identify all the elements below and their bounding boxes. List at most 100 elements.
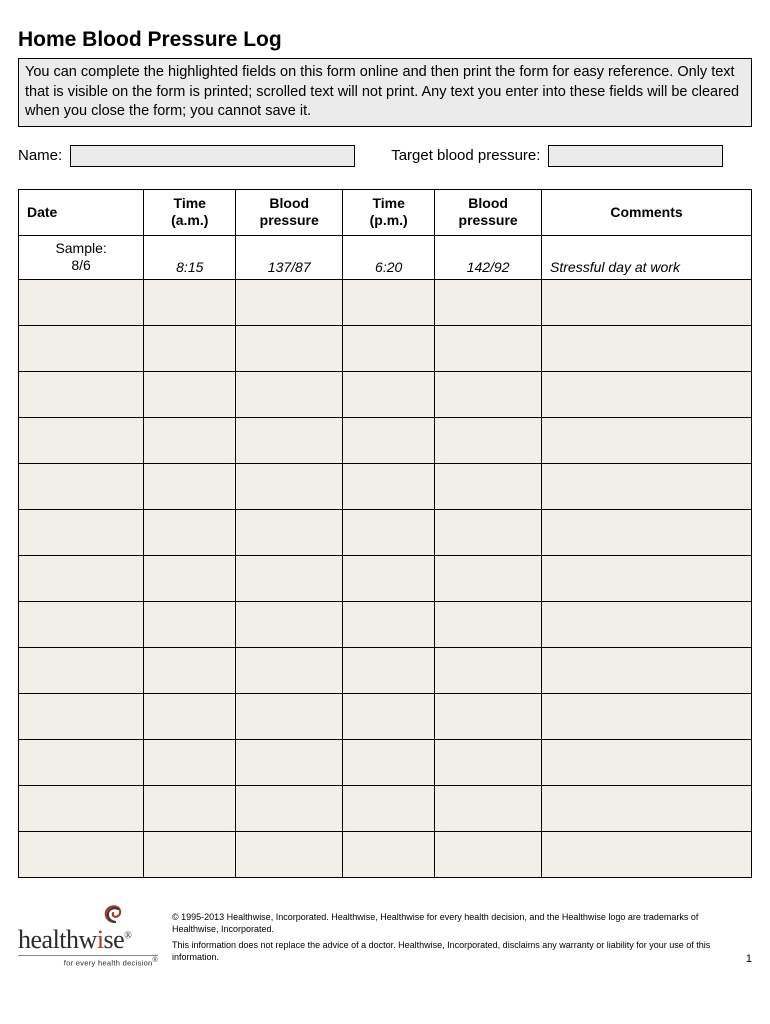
table-cell[interactable] [19, 785, 144, 831]
table-cell[interactable] [542, 555, 752, 601]
table-cell[interactable] [144, 279, 236, 325]
table-cell[interactable] [144, 739, 236, 785]
table-cell[interactable] [236, 647, 343, 693]
table-cell[interactable] [343, 555, 435, 601]
table-cell[interactable] [435, 371, 542, 417]
table-cell[interactable] [542, 325, 752, 371]
table-cell[interactable] [343, 371, 435, 417]
table-cell[interactable] [542, 831, 752, 877]
table-row[interactable] [19, 371, 752, 417]
table-row[interactable] [19, 555, 752, 601]
table-row[interactable] [19, 463, 752, 509]
table-cell[interactable] [19, 279, 144, 325]
table-cell[interactable] [144, 417, 236, 463]
table-cell[interactable] [343, 831, 435, 877]
table-cell[interactable] [435, 739, 542, 785]
table-cell[interactable] [542, 739, 752, 785]
table-cell[interactable] [19, 555, 144, 601]
table-cell[interactable] [542, 371, 752, 417]
table-cell[interactable] [19, 831, 144, 877]
table-cell[interactable] [343, 325, 435, 371]
table-cell[interactable] [542, 463, 752, 509]
table-row[interactable] [19, 601, 752, 647]
table-cell[interactable] [435, 509, 542, 555]
table-cell[interactable] [435, 555, 542, 601]
table-cell[interactable] [343, 509, 435, 555]
table-cell[interactable] [144, 325, 236, 371]
table-cell[interactable] [144, 463, 236, 509]
table-cell[interactable] [435, 831, 542, 877]
table-row[interactable] [19, 693, 752, 739]
table-row[interactable] [19, 739, 752, 785]
table-cell[interactable] [236, 555, 343, 601]
table-cell[interactable] [236, 785, 343, 831]
table-cell[interactable] [144, 371, 236, 417]
table-cell[interactable] [144, 785, 236, 831]
table-row[interactable] [19, 509, 752, 555]
table-cell[interactable] [435, 279, 542, 325]
table-cell[interactable] [542, 417, 752, 463]
table-cell[interactable] [236, 417, 343, 463]
name-input[interactable] [70, 145, 355, 167]
table-cell[interactable] [19, 325, 144, 371]
target-bp-input[interactable] [548, 145, 723, 167]
table-cell[interactable] [144, 601, 236, 647]
table-cell[interactable] [144, 509, 236, 555]
table-cell[interactable] [343, 279, 435, 325]
table-row[interactable] [19, 325, 752, 371]
table-cell[interactable] [542, 509, 752, 555]
table-cell[interactable] [435, 325, 542, 371]
table-cell[interactable] [343, 693, 435, 739]
table-cell[interactable] [144, 555, 236, 601]
footer-text: © 1995-2013 Healthwise, Incorporated. He… [172, 911, 728, 968]
table-cell[interactable] [343, 601, 435, 647]
logo-tagline: for every health decision® [18, 955, 158, 968]
table-row[interactable] [19, 417, 752, 463]
table-row[interactable] [19, 647, 752, 693]
table-cell[interactable] [236, 463, 343, 509]
col-time-pm: Time(p.m.) [343, 189, 435, 235]
table-cell[interactable] [236, 509, 343, 555]
sample-comments: Stressful day at work [542, 235, 752, 279]
table-cell[interactable] [542, 693, 752, 739]
table-cell[interactable] [236, 739, 343, 785]
table-cell[interactable] [19, 371, 144, 417]
table-cell[interactable] [542, 601, 752, 647]
table-cell[interactable] [236, 279, 343, 325]
table-cell[interactable] [144, 693, 236, 739]
table-cell[interactable] [19, 647, 144, 693]
table-cell[interactable] [236, 325, 343, 371]
table-cell[interactable] [343, 647, 435, 693]
table-cell[interactable] [343, 785, 435, 831]
table-cell[interactable] [343, 463, 435, 509]
table-cell[interactable] [144, 831, 236, 877]
table-cell[interactable] [19, 509, 144, 555]
table-cell[interactable] [236, 693, 343, 739]
table-cell[interactable] [435, 693, 542, 739]
table-cell[interactable] [144, 647, 236, 693]
table-cell[interactable] [236, 601, 343, 647]
table-cell[interactable] [19, 601, 144, 647]
table-cell[interactable] [542, 785, 752, 831]
table-cell[interactable] [236, 371, 343, 417]
table-cell[interactable] [542, 647, 752, 693]
table-cell[interactable] [19, 417, 144, 463]
sample-row: Sample:8/6 8:15 137/87 6:20 142/92 Stres… [19, 235, 752, 279]
table-row[interactable] [19, 279, 752, 325]
table-cell[interactable] [435, 785, 542, 831]
table-row[interactable] [19, 785, 752, 831]
table-row[interactable] [19, 831, 752, 877]
table-cell[interactable] [19, 693, 144, 739]
table-cell[interactable] [343, 739, 435, 785]
table-cell[interactable] [19, 463, 144, 509]
table-cell[interactable] [343, 417, 435, 463]
table-cell[interactable] [435, 601, 542, 647]
table-cell[interactable] [542, 279, 752, 325]
table-cell[interactable] [435, 647, 542, 693]
table-cell[interactable] [435, 417, 542, 463]
table-cell[interactable] [236, 831, 343, 877]
col-bp-am: Bloodpressure [236, 189, 343, 235]
col-bp-pm: Bloodpressure [435, 189, 542, 235]
table-cell[interactable] [435, 463, 542, 509]
table-cell[interactable] [19, 739, 144, 785]
